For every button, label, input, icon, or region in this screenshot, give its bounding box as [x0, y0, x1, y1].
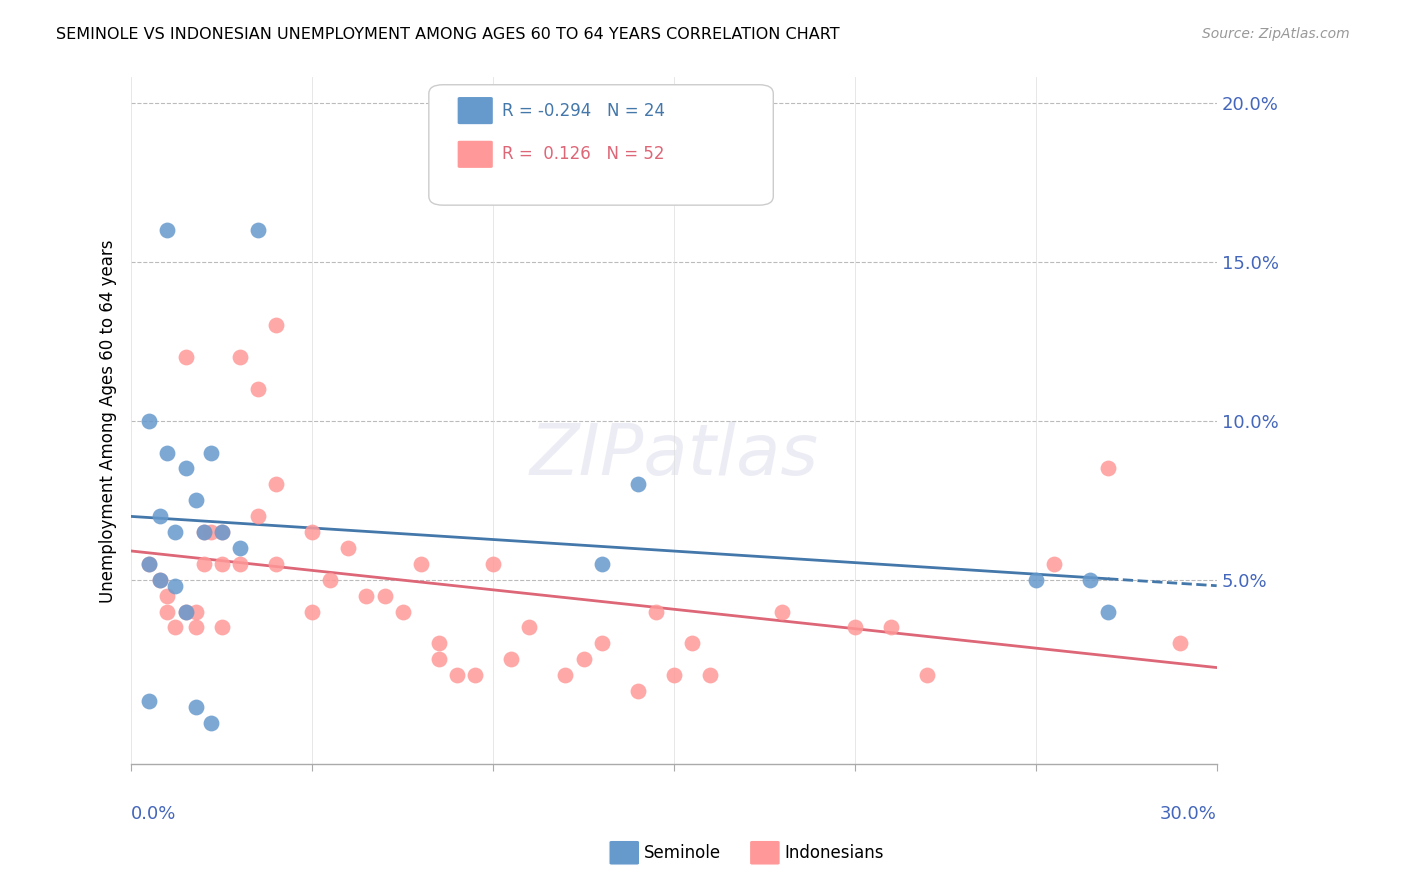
Point	[356, 589, 378, 603]
Point	[211, 524, 233, 539]
Point	[591, 557, 613, 571]
Point	[149, 573, 172, 587]
Point	[627, 477, 650, 491]
Point	[501, 652, 523, 666]
Point	[264, 477, 287, 491]
Point	[200, 715, 222, 730]
Point	[193, 557, 215, 571]
Point	[186, 620, 208, 634]
Point	[163, 524, 186, 539]
Point	[464, 668, 486, 682]
Point	[373, 589, 395, 603]
Point	[319, 573, 342, 587]
Point	[301, 605, 323, 619]
Point	[591, 636, 613, 650]
Point	[337, 541, 360, 555]
Point	[211, 557, 233, 571]
Y-axis label: Unemployment Among Ages 60 to 64 years: Unemployment Among Ages 60 to 64 years	[100, 239, 117, 602]
Point	[211, 620, 233, 634]
Point	[229, 557, 252, 571]
Point	[156, 223, 179, 237]
Text: 30.0%: 30.0%	[1160, 805, 1216, 823]
Point	[229, 350, 252, 364]
Point	[880, 620, 903, 634]
Point	[699, 668, 721, 682]
Point	[1097, 461, 1119, 475]
Point	[572, 652, 595, 666]
Point	[149, 509, 172, 524]
Text: 0.0%: 0.0%	[131, 805, 177, 823]
Point	[193, 524, 215, 539]
Point	[200, 524, 222, 539]
Text: R = -0.294   N = 24: R = -0.294 N = 24	[502, 102, 665, 120]
Point	[138, 414, 160, 428]
Point	[156, 445, 179, 459]
Point	[138, 693, 160, 707]
Point	[138, 557, 160, 571]
Point	[174, 605, 197, 619]
Text: ZIPatlas: ZIPatlas	[530, 421, 818, 490]
Point	[246, 382, 269, 396]
Point	[156, 589, 179, 603]
Point	[772, 605, 794, 619]
Point	[427, 636, 450, 650]
Point	[246, 223, 269, 237]
Point	[1170, 636, 1192, 650]
Point	[163, 620, 186, 634]
Point	[264, 318, 287, 333]
Point	[644, 605, 666, 619]
Point	[1097, 605, 1119, 619]
Point	[200, 445, 222, 459]
Point	[446, 668, 468, 682]
Point	[186, 605, 208, 619]
Point	[681, 636, 703, 650]
Point	[1078, 573, 1101, 587]
Point	[186, 493, 208, 508]
Point	[662, 668, 685, 682]
Point	[554, 668, 576, 682]
Text: R =  0.126   N = 52: R = 0.126 N = 52	[502, 145, 665, 163]
Point	[264, 557, 287, 571]
Text: Indonesians: Indonesians	[785, 844, 884, 862]
Point	[301, 524, 323, 539]
Point	[149, 573, 172, 587]
Text: Seminole: Seminole	[644, 844, 721, 862]
Point	[186, 700, 208, 714]
Point	[211, 524, 233, 539]
Point	[1025, 573, 1047, 587]
Point	[174, 605, 197, 619]
Point	[193, 524, 215, 539]
Point	[246, 509, 269, 524]
Point	[138, 557, 160, 571]
Point	[163, 579, 186, 593]
Point	[174, 461, 197, 475]
Point	[482, 557, 505, 571]
Point	[156, 605, 179, 619]
Point	[517, 620, 540, 634]
Point	[409, 557, 432, 571]
Point	[627, 684, 650, 698]
Point	[1043, 557, 1066, 571]
Point	[844, 620, 866, 634]
Point	[427, 652, 450, 666]
Point	[915, 668, 938, 682]
Point	[229, 541, 252, 555]
Text: Source: ZipAtlas.com: Source: ZipAtlas.com	[1202, 27, 1350, 41]
Point	[174, 350, 197, 364]
Point	[391, 605, 413, 619]
Text: SEMINOLE VS INDONESIAN UNEMPLOYMENT AMONG AGES 60 TO 64 YEARS CORRELATION CHART: SEMINOLE VS INDONESIAN UNEMPLOYMENT AMON…	[56, 27, 839, 42]
